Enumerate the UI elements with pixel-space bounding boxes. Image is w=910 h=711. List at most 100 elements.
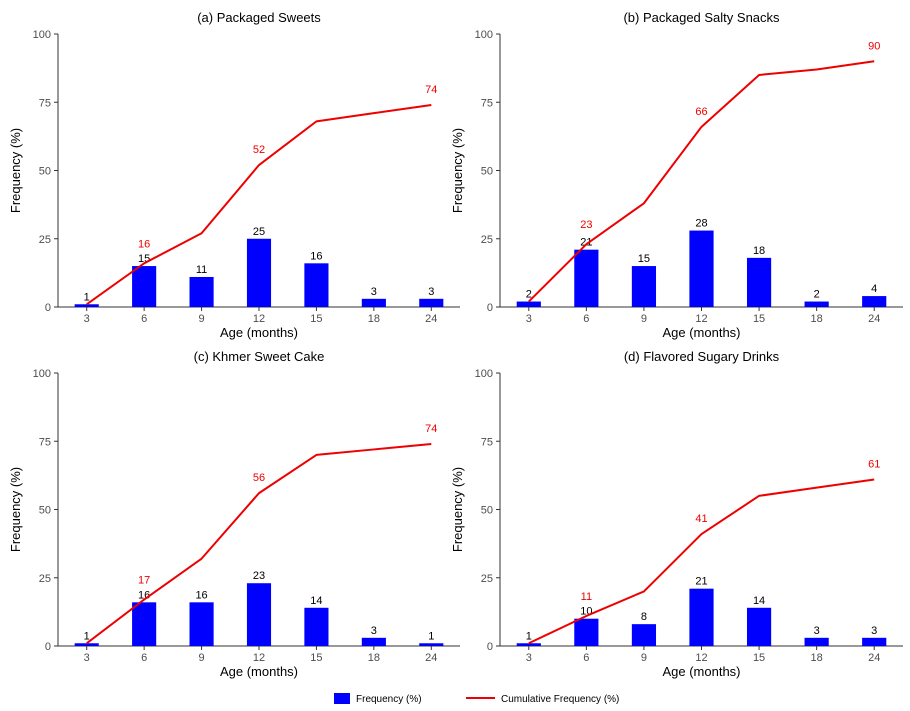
bar [246,583,272,646]
x-tick-label: 6 [141,313,147,325]
y-axis-label: Frequency (%) [8,128,23,213]
bar [189,276,214,307]
bar [804,637,829,646]
bar-label: 21 [580,237,592,249]
bar-label: 4 [871,283,877,295]
bar-label: 14 [310,595,322,607]
y-tick-label: 50 [481,505,493,517]
x-tick-label: 3 [84,652,90,664]
cumulative-label: 11 [581,591,592,603]
chart-panel-4: (d) Flavored Sugary Drinks 0 25 50 75 100 3 6 9 1… [450,349,903,679]
cumulative-label: 74 [425,84,437,96]
legend-label-frequency: Frequency (%) [356,694,422,705]
bar [74,304,99,307]
x-tick-label: 18 [811,652,823,664]
x-tick-label: 9 [641,313,647,325]
x-axis-label: Age (months) [662,325,740,340]
x-axis-label: Age (months) [220,664,298,679]
bar [304,263,329,307]
x-axis-label: Age (months) [662,664,740,679]
bar [74,643,99,646]
bar [804,301,829,307]
x-tick-label: 18 [368,313,380,325]
bar-label: 3 [371,625,377,637]
cumulative-label: 90 [868,40,880,52]
y-tick-label: 25 [39,234,51,246]
x-tick-label: 12 [695,652,707,664]
chart-panel-2: (b) Packaged Salty Snacks 0 25 50 75 100 3 6 9 12… [450,10,903,340]
x-tick-label: 9 [641,652,647,664]
x-tick-label: 3 [84,313,90,325]
bar-label: 8 [641,611,647,623]
bar [419,643,444,646]
cumulative-label: 52 [253,144,265,156]
bar [132,602,157,646]
cumulative-label: 17 [138,575,150,587]
x-tick-label: 15 [310,313,322,325]
cumulative-label: 66 [695,106,707,118]
bar [516,301,541,307]
x-tick-label: 15 [753,652,765,664]
legend: Frequency (%) Cumulative Frequency (%) [334,693,619,705]
bar [862,296,887,307]
y-tick-label: 0 [45,302,51,314]
x-tick-label: 24 [868,652,880,664]
bar-label: 18 [753,245,765,257]
y-tick-label: 100 [33,368,51,380]
x-tick-label: 18 [368,652,380,664]
y-tick-label: 100 [33,29,51,41]
bar [574,249,599,307]
y-tick-label: 0 [45,641,51,653]
bar-label: 3 [371,286,377,298]
x-tick-label: 3 [526,313,532,325]
x-tick-label: 24 [425,652,437,664]
y-tick-label: 25 [39,573,51,585]
bar [746,607,772,646]
y-axis-label: Frequency (%) [450,128,465,213]
y-tick-label: 50 [39,505,51,517]
bar [862,637,887,646]
cumulative-label: 56 [253,472,265,484]
x-tick-label: 6 [583,313,589,325]
panel-title: (d) Flavored Sugary Drinks [624,349,780,364]
panel-title: (a) Packaged Sweets [197,10,321,25]
y-tick-label: 50 [39,166,51,178]
bar [361,637,386,646]
x-tick-label: 6 [583,652,589,664]
y-tick-label: 100 [475,368,493,380]
cumulative-line [86,442,432,645]
chart-panel-1: (a) Packaged Sweets 0 25 50 75 100 3 6 9 12 15 18 24… [8,10,460,340]
cumulative-label: 16 [138,238,150,250]
y-tick-label: 25 [481,573,493,585]
cumulative-line [528,478,875,645]
bar-label: 2 [526,289,532,301]
bar-label: 23 [253,570,265,582]
x-axis-label: Age (months) [220,325,298,340]
cumulative-label: 41 [695,513,707,525]
bar-label: 16 [195,589,207,601]
x-tick-label: 9 [199,313,205,325]
bar-label: 25 [253,226,265,238]
bar-label: 16 [310,250,322,262]
x-tick-label: 24 [868,313,880,325]
bar [189,602,214,646]
y-tick-label: 0 [487,302,493,314]
x-tick-label: 6 [141,652,147,664]
y-tick-label: 25 [481,234,493,246]
chart-panel-3: (c) Khmer Sweet Cake 0 25 50 75 100 3 6 9 12 15 18 2… [8,349,460,679]
y-axis-label: Frequency (%) [450,467,465,552]
y-tick-label: 75 [481,97,493,109]
bar-label: 21 [695,576,707,588]
cumulative-line [528,60,875,303]
bar-label: 3 [428,286,434,298]
legend-label-cumulative: Cumulative Frequency (%) [501,694,619,705]
bar [516,643,541,646]
panel-title: (c) Khmer Sweet Cake [194,349,325,364]
bar-label: 3 [814,625,820,637]
y-tick-label: 75 [39,97,51,109]
bar [361,298,386,307]
x-tick-label: 12 [253,652,265,664]
x-tick-label: 12 [695,313,707,325]
